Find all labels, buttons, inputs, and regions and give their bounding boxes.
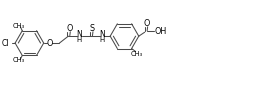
Text: CH₃: CH₃: [12, 57, 24, 63]
Text: Cl: Cl: [2, 39, 9, 48]
Text: CH₃: CH₃: [131, 51, 142, 57]
Text: N: N: [76, 30, 82, 39]
Text: O: O: [46, 39, 53, 48]
Text: H: H: [76, 37, 82, 43]
Text: S: S: [89, 24, 94, 33]
Text: O: O: [66, 24, 72, 33]
Text: CH₃: CH₃: [12, 23, 24, 29]
Text: O: O: [144, 19, 150, 28]
Text: H: H: [99, 37, 104, 43]
Text: OH: OH: [154, 27, 167, 36]
Text: N: N: [99, 30, 105, 39]
